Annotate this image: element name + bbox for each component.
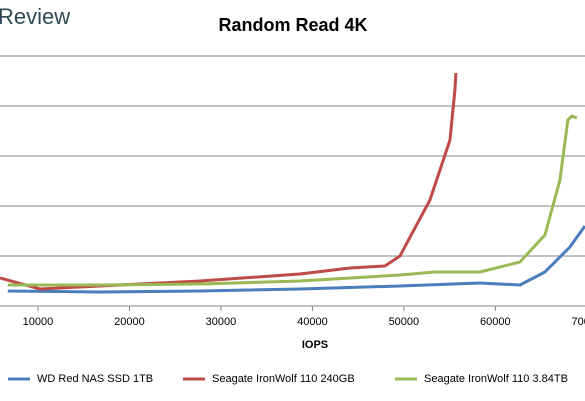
x-tick-label: 50000 (389, 316, 420, 328)
x-tick-label: 60000 (480, 316, 511, 328)
legend-label: Seagate IronWolf 110 3.84TB (424, 373, 568, 385)
series-line (7, 114, 578, 287)
legend-label: Seagate IronWolf 110 240GB (212, 373, 355, 385)
chart-title: Random Read 4K (218, 15, 367, 35)
series-line (0, 72, 458, 291)
x-tick-label: 40000 (297, 316, 328, 328)
brand: Review (0, 4, 70, 29)
x-tick-label: 70000 (572, 316, 585, 328)
x-tick-label: 30000 (206, 316, 237, 328)
series-line (7, 225, 585, 294)
x-tick-label: 20000 (114, 316, 145, 328)
legend-label: WD Red NAS SSD 1TB (37, 373, 153, 385)
x-tick-label: 10000 (23, 316, 54, 328)
x-axis-label: IOPS (302, 339, 328, 351)
